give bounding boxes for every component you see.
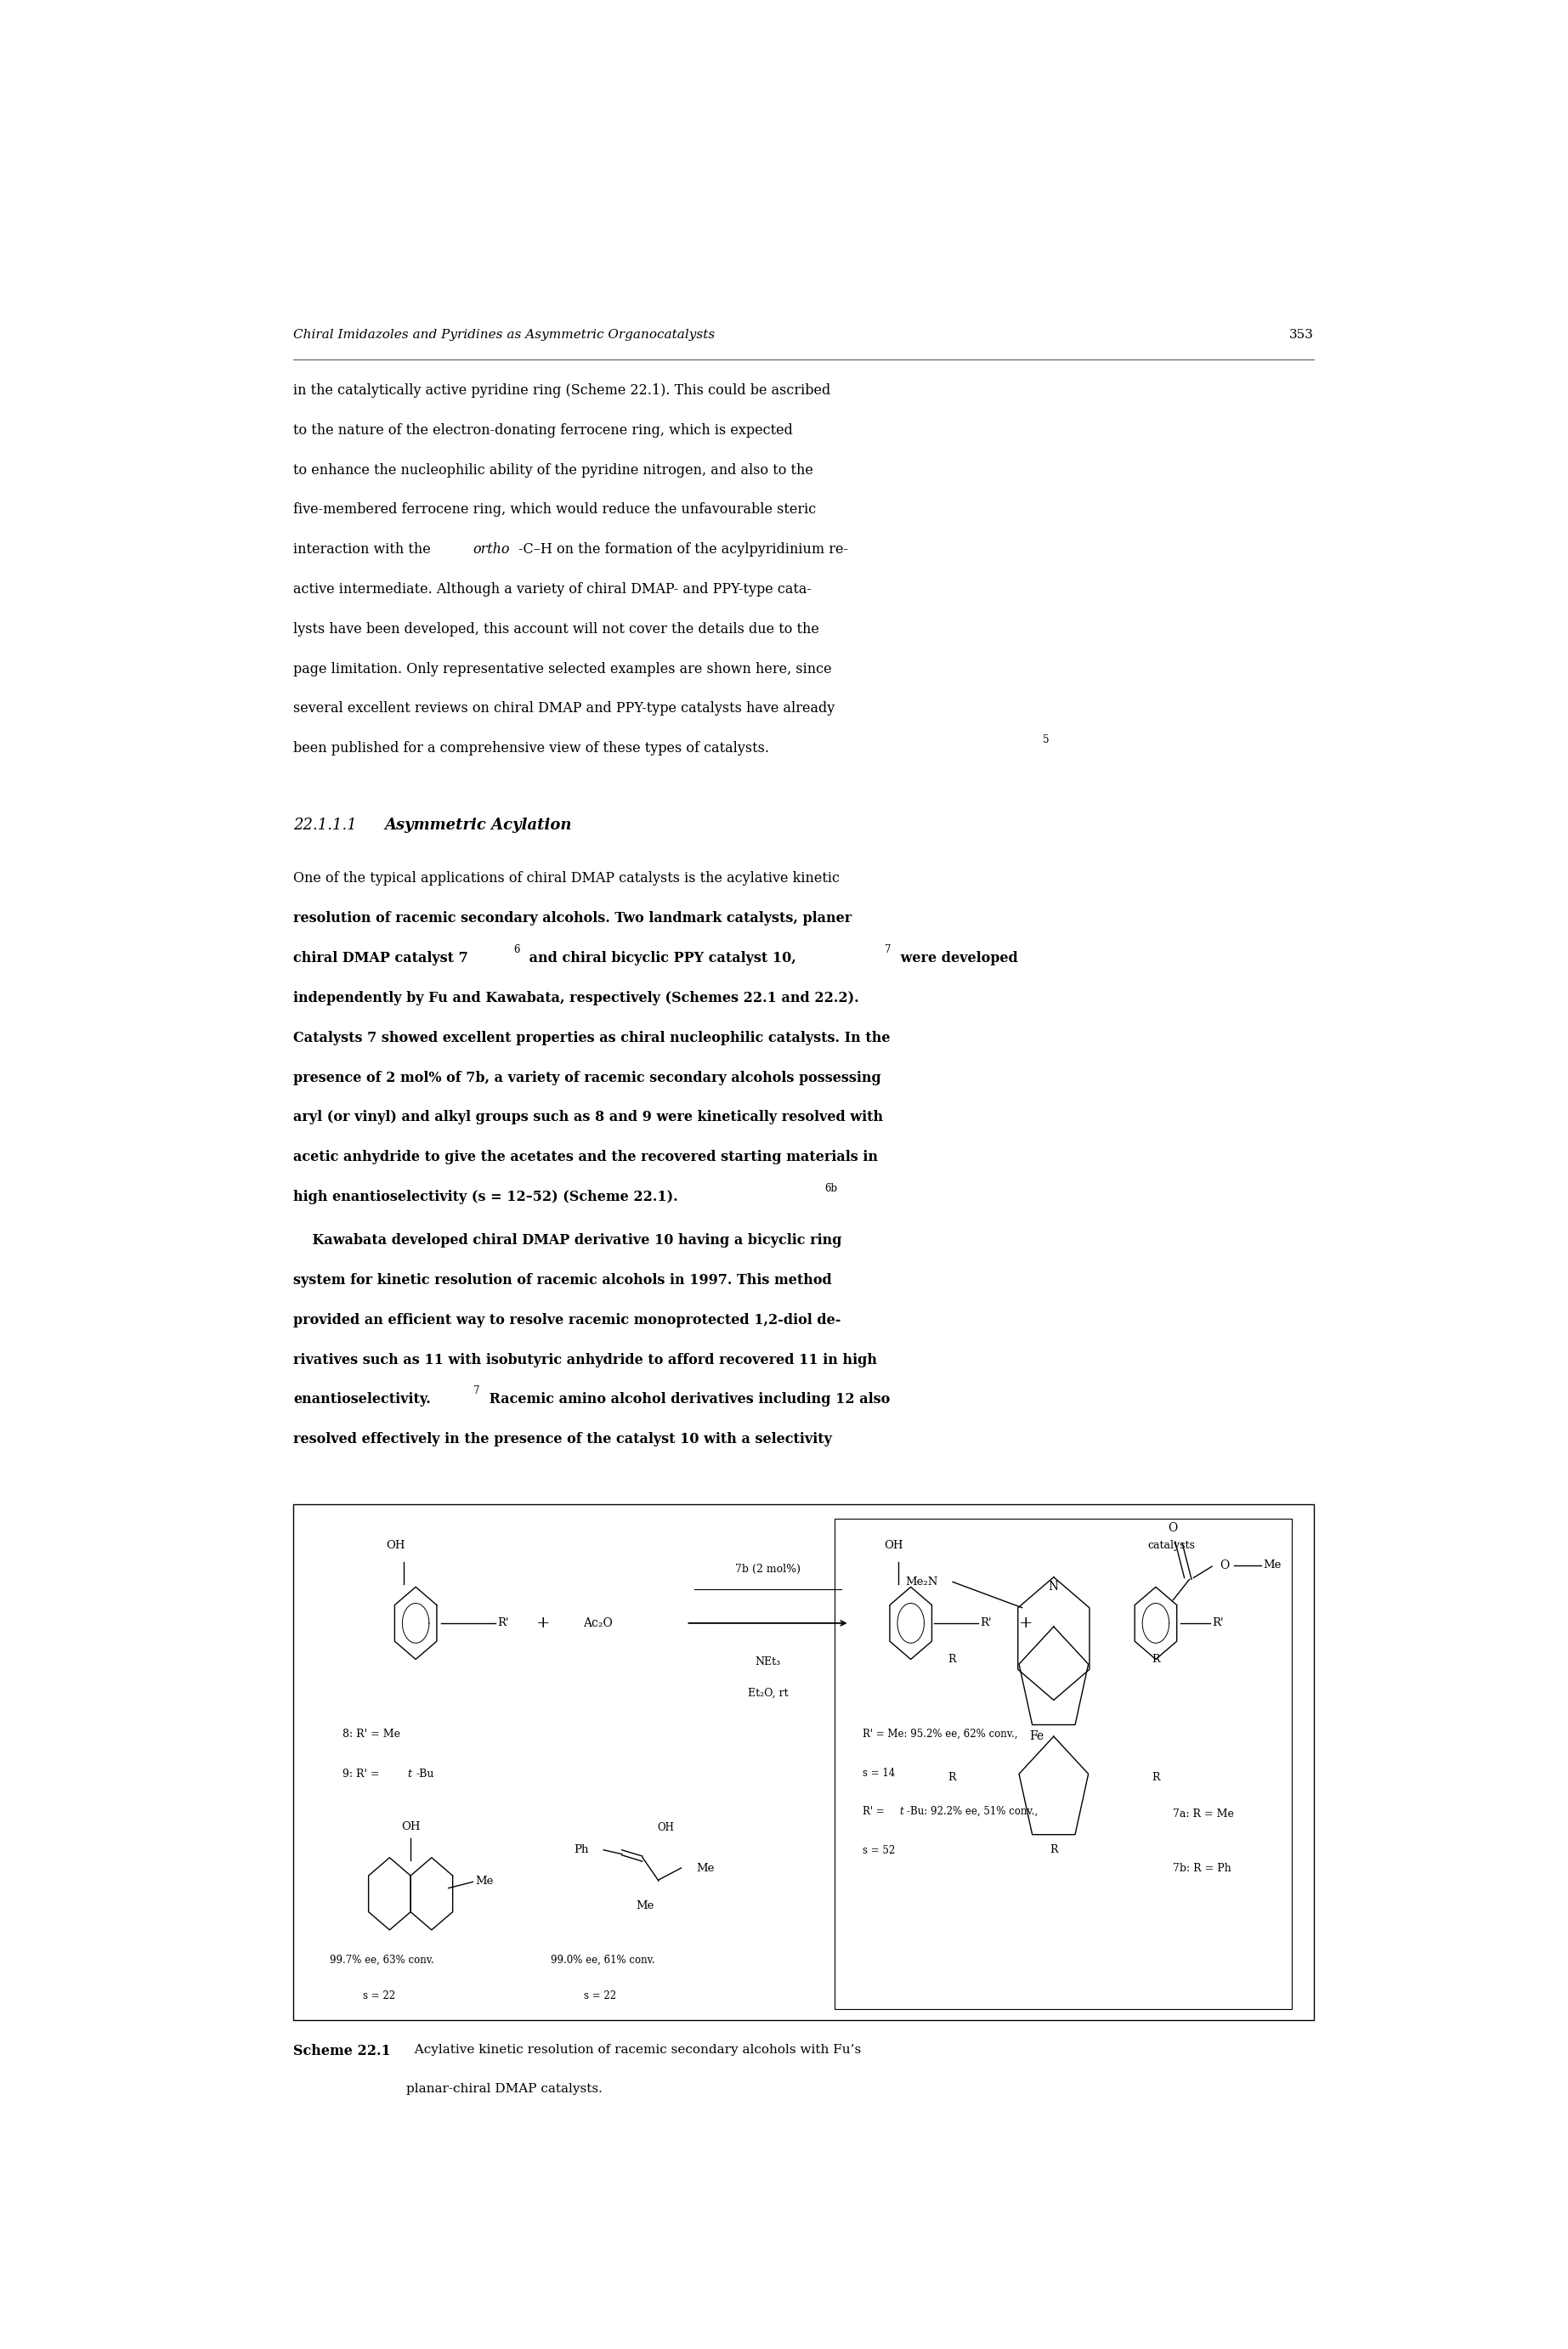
Text: Acylative kinetic resolution of racemic secondary alcohols with Fu’s: Acylative kinetic resolution of racemic …	[406, 2044, 861, 2055]
Text: Fe: Fe	[1029, 1731, 1044, 1743]
Text: lysts have been developed, this account will not cover the details due to the: lysts have been developed, this account …	[293, 622, 818, 637]
Text: Me: Me	[1262, 1560, 1281, 1571]
Text: Ac₂O: Ac₂O	[583, 1616, 613, 1630]
Text: 22.1.1.1: 22.1.1.1	[293, 817, 358, 832]
Text: t: t	[900, 1806, 903, 1818]
Text: independently by Fu and Kawabata, respectively (Schemes 22.1 and 22.2).: independently by Fu and Kawabata, respec…	[293, 991, 859, 1005]
Text: R': R'	[497, 1618, 510, 1628]
Text: 99.0% ee, 61% conv.: 99.0% ee, 61% conv.	[550, 1954, 655, 1966]
Text: R: R	[947, 1654, 955, 1665]
Text: Asymmetric Acylation: Asymmetric Acylation	[384, 817, 572, 832]
Text: Me: Me	[637, 1900, 654, 1912]
Text: N: N	[1049, 1581, 1058, 1593]
Text: 353: 353	[1289, 329, 1314, 341]
Text: high enantioselectivity (s = 12–52) (Scheme 22.1).: high enantioselectivity (s = 12–52) (Sch…	[293, 1191, 677, 1205]
Text: 6b: 6b	[825, 1182, 837, 1193]
Text: +: +	[1019, 1616, 1033, 1630]
Text: OH: OH	[657, 1823, 674, 1835]
Text: catalysts: catalysts	[1148, 1541, 1195, 1550]
Text: resolution of racemic secondary alcohols. Two landmark catalysts, planer: resolution of racemic secondary alcohols…	[293, 911, 851, 926]
Text: Et₂O, rt: Et₂O, rt	[748, 1687, 789, 1698]
Text: O: O	[1220, 1560, 1229, 1571]
Text: Me: Me	[475, 1875, 492, 1886]
Text: Chiral Imidazoles and Pyridines as Asymmetric Organocatalysts: Chiral Imidazoles and Pyridines as Asymm…	[293, 329, 715, 341]
Text: 5: 5	[1043, 733, 1049, 745]
Text: Me: Me	[696, 1863, 715, 1875]
Text: R: R	[1152, 1771, 1160, 1783]
Text: enantioselectivity.: enantioselectivity.	[293, 1393, 431, 1407]
Text: OH: OH	[386, 1541, 405, 1550]
Text: s = 52: s = 52	[862, 1844, 895, 1856]
Text: 7b: R = Ph: 7b: R = Ph	[1173, 1863, 1231, 1875]
Text: active intermediate. Although a variety of chiral DMAP- and PPY-type cata-: active intermediate. Although a variety …	[293, 583, 812, 597]
Text: s = 22: s = 22	[585, 1990, 616, 2001]
Text: resolved effectively in the presence of the catalyst 10 with a selectivity: resolved effectively in the presence of …	[293, 1433, 833, 1447]
Text: +: +	[536, 1616, 550, 1630]
Text: t: t	[408, 1769, 412, 1781]
Text: Kawabata developed chiral DMAP derivative 10 having a bicyclic ring: Kawabata developed chiral DMAP derivativ…	[293, 1233, 842, 1247]
Text: -Bu: -Bu	[416, 1769, 434, 1781]
Text: page limitation. Only representative selected examples are shown here, since: page limitation. Only representative sel…	[293, 662, 831, 677]
Text: several excellent reviews on chiral DMAP and PPY-type catalysts have already: several excellent reviews on chiral DMAP…	[293, 702, 834, 716]
Text: R' =: R' =	[862, 1806, 887, 1818]
Text: 7: 7	[474, 1386, 480, 1395]
Text: Me₂N: Me₂N	[906, 1576, 938, 1588]
Text: s = 22: s = 22	[362, 1990, 395, 2001]
Text: rivatives such as 11 with isobutyric anhydride to afford recovered 11 in high: rivatives such as 11 with isobutyric anh…	[293, 1353, 877, 1367]
Text: 8: R' = Me: 8: R' = Me	[342, 1729, 400, 1741]
Text: 6: 6	[514, 944, 521, 956]
Text: Scheme 22.1: Scheme 22.1	[293, 2044, 390, 2058]
Text: -Bu: 92.2% ee, 51% conv.,: -Bu: 92.2% ee, 51% conv.,	[906, 1806, 1038, 1818]
Text: to the nature of the electron-donating ferrocene ring, which is expected: to the nature of the electron-donating f…	[293, 423, 793, 437]
FancyBboxPatch shape	[293, 1506, 1314, 2020]
Text: in the catalytically active pyridine ring (Scheme 22.1). This could be ascribed: in the catalytically active pyridine rin…	[293, 383, 831, 397]
Text: 7a: R = Me: 7a: R = Me	[1173, 1809, 1234, 1820]
Text: been published for a comprehensive view of these types of catalysts.: been published for a comprehensive view …	[293, 742, 770, 756]
Text: system for kinetic resolution of racemic alcohols in 1997. This method: system for kinetic resolution of racemic…	[293, 1273, 831, 1287]
Text: interaction with the: interaction with the	[293, 543, 434, 557]
Text: R: R	[1049, 1844, 1058, 1856]
Text: provided an efficient way to resolve racemic monoprotected 1,2-diol de-: provided an efficient way to resolve rac…	[293, 1313, 840, 1327]
Text: Ph: Ph	[574, 1844, 588, 1856]
Text: s = 14: s = 14	[862, 1766, 895, 1778]
Text: acetic anhydride to give the acetates and the recovered starting materials in: acetic anhydride to give the acetates an…	[293, 1151, 878, 1165]
Text: presence of 2 mol% of 7b, a variety of racemic secondary alcohols possessing: presence of 2 mol% of 7b, a variety of r…	[293, 1071, 881, 1085]
Text: 7b (2 mol%): 7b (2 mol%)	[735, 1564, 801, 1574]
Text: -C–H on the formation of the acylpyridinium re-: -C–H on the formation of the acylpyridin…	[517, 543, 848, 557]
Text: to enhance the nucleophilic ability of the pyridine nitrogen, and also to the: to enhance the nucleophilic ability of t…	[293, 463, 814, 477]
Text: R': R'	[980, 1618, 993, 1628]
Text: five-membered ferrocene ring, which would reduce the unfavourable steric: five-membered ferrocene ring, which woul…	[293, 503, 815, 517]
Text: planar-chiral DMAP catalysts.: planar-chiral DMAP catalysts.	[406, 2084, 602, 2095]
Text: NEt₃: NEt₃	[756, 1656, 781, 1668]
Text: Catalysts 7 showed excellent properties as chiral nucleophilic catalysts. In the: Catalysts 7 showed excellent properties …	[293, 1031, 891, 1045]
Text: chiral DMAP catalyst 7: chiral DMAP catalyst 7	[293, 951, 469, 965]
Text: 9: R' =: 9: R' =	[342, 1769, 383, 1781]
Text: OH: OH	[401, 1820, 420, 1832]
Text: R' = Me: 95.2% ee, 62% conv.,: R' = Me: 95.2% ee, 62% conv.,	[862, 1729, 1018, 1741]
Text: R: R	[1152, 1654, 1160, 1665]
FancyBboxPatch shape	[834, 1520, 1292, 2008]
Text: One of the typical applications of chiral DMAP catalysts is the acylative kineti: One of the typical applications of chira…	[293, 871, 840, 886]
Text: R': R'	[1212, 1618, 1223, 1628]
Text: O: O	[1168, 1522, 1178, 1534]
Text: 99.7% ee, 63% conv.: 99.7% ee, 63% conv.	[329, 1954, 434, 1966]
Text: were developed: were developed	[895, 951, 1018, 965]
Text: 7: 7	[884, 944, 891, 956]
Text: ortho: ortho	[474, 543, 510, 557]
Text: OH: OH	[884, 1541, 903, 1550]
Text: Racemic amino alcohol derivatives including 12 also: Racemic amino alcohol derivatives includ…	[485, 1393, 889, 1407]
Text: R: R	[947, 1771, 955, 1783]
Text: and chiral bicyclic PPY catalyst 10,: and chiral bicyclic PPY catalyst 10,	[524, 951, 797, 965]
Text: aryl (or vinyl) and alkyl groups such as 8 and 9 were kinetically resolved with: aryl (or vinyl) and alkyl groups such as…	[293, 1111, 883, 1125]
